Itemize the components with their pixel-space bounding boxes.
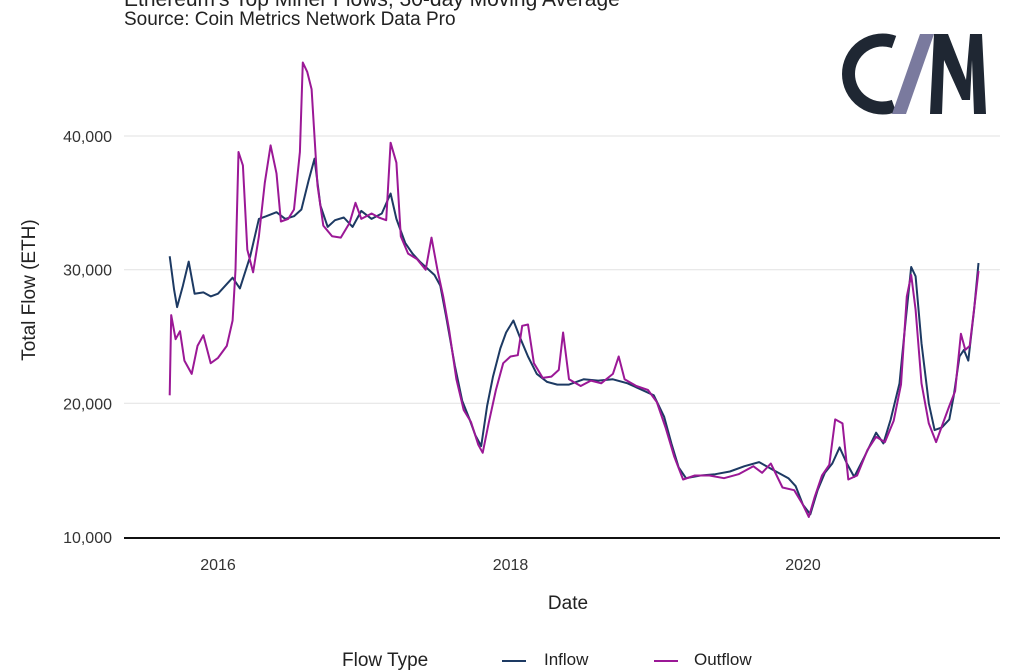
- chart-subtitle: Source: Coin Metrics Network Data Pro: [124, 9, 456, 30]
- logo-slash: [892, 34, 934, 114]
- chart-title: Ethereum's Top Miner Flows, 30-day Movin…: [124, 0, 620, 12]
- y-tick-label: 20,000: [63, 396, 112, 413]
- legend-title: Flow Type: [342, 650, 429, 671]
- series-line-outflow: [168, 61, 980, 518]
- y-tick-label: 40,000: [63, 129, 112, 146]
- y-tick-label: 10,000: [63, 530, 112, 547]
- legend: Flow Type Inflow Outflow: [0, 648, 1024, 671]
- series-lines: [168, 61, 980, 518]
- legend-label-outflow: Outflow: [694, 650, 752, 669]
- legend-swatch-outflow: [654, 660, 678, 662]
- y-tick-label: 30,000: [63, 263, 112, 280]
- legend-label-inflow: Inflow: [544, 650, 589, 669]
- x-tick-label: 2020: [785, 557, 821, 574]
- x-axis-ticks: 2016 2018 2020: [200, 557, 821, 574]
- x-tick-label: 2016: [200, 557, 236, 574]
- x-axis-label: Date: [548, 593, 588, 614]
- legend-swatch-inflow: [502, 660, 526, 662]
- logo-m-shape: [930, 34, 986, 114]
- series-line-inflow: [168, 157, 980, 516]
- coin-metrics-logo: [842, 33, 986, 115]
- y-axis-label: Total Flow (ETH): [19, 219, 40, 360]
- grid-lines: [124, 135, 1000, 404]
- x-tick-label: 2018: [493, 557, 529, 574]
- logo-c-shape: [842, 33, 897, 115]
- y-axis-ticks: 10,000 20,000 30,000 40,000: [63, 129, 112, 547]
